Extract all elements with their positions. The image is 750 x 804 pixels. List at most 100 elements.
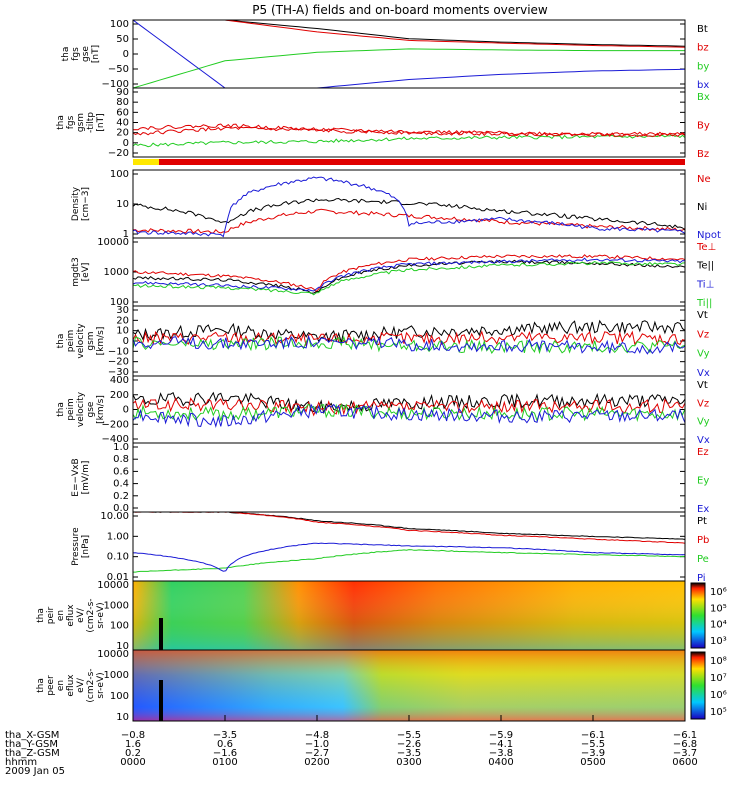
y-label-line: (cm2-s-: [86, 668, 96, 702]
colorbar-tick-label: 10⁶: [710, 587, 727, 598]
y-tick-label: 1000: [104, 267, 129, 278]
y-label-line: peir: [46, 606, 56, 624]
y-label-line: sr-eV): [96, 672, 106, 698]
y-label-line: sr-eV): [96, 602, 106, 628]
y-tick-label: 20: [116, 128, 129, 139]
y-label-line: fgs: [71, 47, 81, 61]
y-label-line: eflux: [66, 604, 76, 627]
y-tick-label: 1000: [104, 670, 129, 681]
colorbar: [690, 651, 706, 720]
y-tick-label: 0.2: [113, 491, 129, 502]
legend-label: Pe: [697, 554, 709, 565]
legend-label: Vy: [697, 417, 710, 428]
footer-cell: −1.6: [213, 748, 237, 759]
footer-cell: 0100: [212, 757, 237, 768]
y-tick-label: 400: [110, 375, 129, 386]
y-label-line: tha: [56, 334, 66, 349]
y-tick-label: 80: [116, 97, 129, 108]
data-gap-marker: [159, 618, 163, 650]
chart-title: P5 (TH-A) fields and on-board moments ov…: [252, 3, 548, 17]
panel-frame: [132, 237, 686, 307]
y-label-line: gse: [81, 46, 91, 62]
footer-cell: −2.7: [305, 748, 329, 759]
legend-label: bz: [697, 43, 709, 54]
y-label-line: en: [56, 680, 66, 691]
y-tick-label: 0.10: [107, 552, 129, 563]
y-tick-label: −20: [108, 148, 129, 159]
y-tick-label: 1.0: [113, 442, 129, 453]
y-tick-label: 100: [110, 19, 129, 30]
y-label-line: eV/: [76, 607, 86, 623]
legend-label: Vt: [697, 310, 708, 321]
series-group: [133, 512, 685, 573]
y-label-line: [km/s]: [96, 395, 106, 424]
colorbar-tick-label: 10⁷: [710, 673, 727, 684]
y-tick-label: 10000: [97, 237, 129, 248]
y-label-line: tha: [56, 115, 66, 130]
series-line: [133, 549, 685, 573]
footer-cell: −3.5: [397, 748, 421, 759]
y-label-line: fgs: [66, 115, 76, 129]
series-line: [133, 254, 685, 293]
y-label-line: [nPa]: [81, 535, 91, 558]
panel-efield: 1.00.80.6 0.40.20.0 E=−VxB [mV/m] Ez Ey Ex: [71, 442, 709, 515]
legend-label: by: [697, 61, 709, 72]
y-label-line: tha: [56, 402, 66, 417]
y-tick-label: 0: [123, 405, 129, 416]
footer-cell: −6.1: [673, 730, 697, 741]
series-line: [133, 257, 685, 292]
y-label-line: E=−VxB: [71, 458, 81, 496]
colorbar: [690, 582, 706, 649]
y-label-line: eV/: [76, 677, 86, 693]
footer-cell: −0.8: [121, 730, 145, 741]
status-bar-segment: [159, 159, 685, 165]
y-tick-label: 100: [110, 621, 129, 632]
series-line: [133, 261, 685, 296]
series-line: [133, 123, 685, 137]
footer-cell: −6.1: [581, 730, 605, 741]
footer-cell: −5.9: [489, 730, 513, 741]
panel-frame: [132, 19, 686, 89]
y-label-line: en: [56, 610, 66, 621]
y-tick-label: 0: [123, 138, 129, 149]
series-line: [133, 20, 685, 88]
y-tick-label: 0.8: [113, 454, 129, 465]
series-line: [133, 319, 685, 345]
footer-cell: −3.5: [213, 730, 237, 741]
colorbar-tick-label: 10³: [710, 636, 727, 647]
y-label-line: [km/s]: [96, 327, 106, 356]
legend-label: Vz: [697, 398, 709, 409]
y-label-line: velocity: [76, 323, 86, 359]
legend-label: bx: [697, 80, 709, 91]
y-tick-label: 10: [116, 326, 129, 337]
panel-electron-spectrum: 10000 1000 100 10 tha peer en eflux eV/(cm2-s-sr…: [36, 649, 685, 723]
legend-label: Bx: [697, 92, 710, 103]
series-line: [133, 20, 685, 48]
y-axis-label: tha peim velocity gse [km/s]: [56, 391, 106, 427]
legend-label: Ey: [697, 476, 709, 487]
footer-cell: −5.5: [581, 739, 605, 750]
y-axis-label: mgdt3 [eV]: [71, 257, 91, 286]
colorbar-tick-label: 10⁶: [710, 690, 727, 701]
series-group: [133, 176, 685, 238]
footer-cell: −2.6: [397, 739, 421, 750]
legend-label: Vz: [697, 329, 709, 340]
y-tick-label: 0.4: [113, 479, 129, 490]
y-tick-label: 40: [116, 118, 129, 129]
series-group: [133, 20, 685, 88]
series-line: [133, 512, 685, 540]
footer-cell: 0.6: [217, 739, 233, 750]
data-gap-marker: [159, 680, 163, 721]
y-label-line: tha: [36, 608, 46, 623]
y-tick-label: 1: [123, 229, 129, 240]
y-label-line: velocity: [76, 391, 86, 427]
y-axis-label: tha peim velocity gsm [km/s]: [56, 323, 106, 359]
series-group: [133, 123, 685, 148]
footer-cell: −4.8: [305, 730, 329, 741]
footer-cell: 0400: [488, 757, 513, 768]
y-tick-label: 50: [116, 34, 129, 45]
panel-frame: [132, 305, 686, 377]
